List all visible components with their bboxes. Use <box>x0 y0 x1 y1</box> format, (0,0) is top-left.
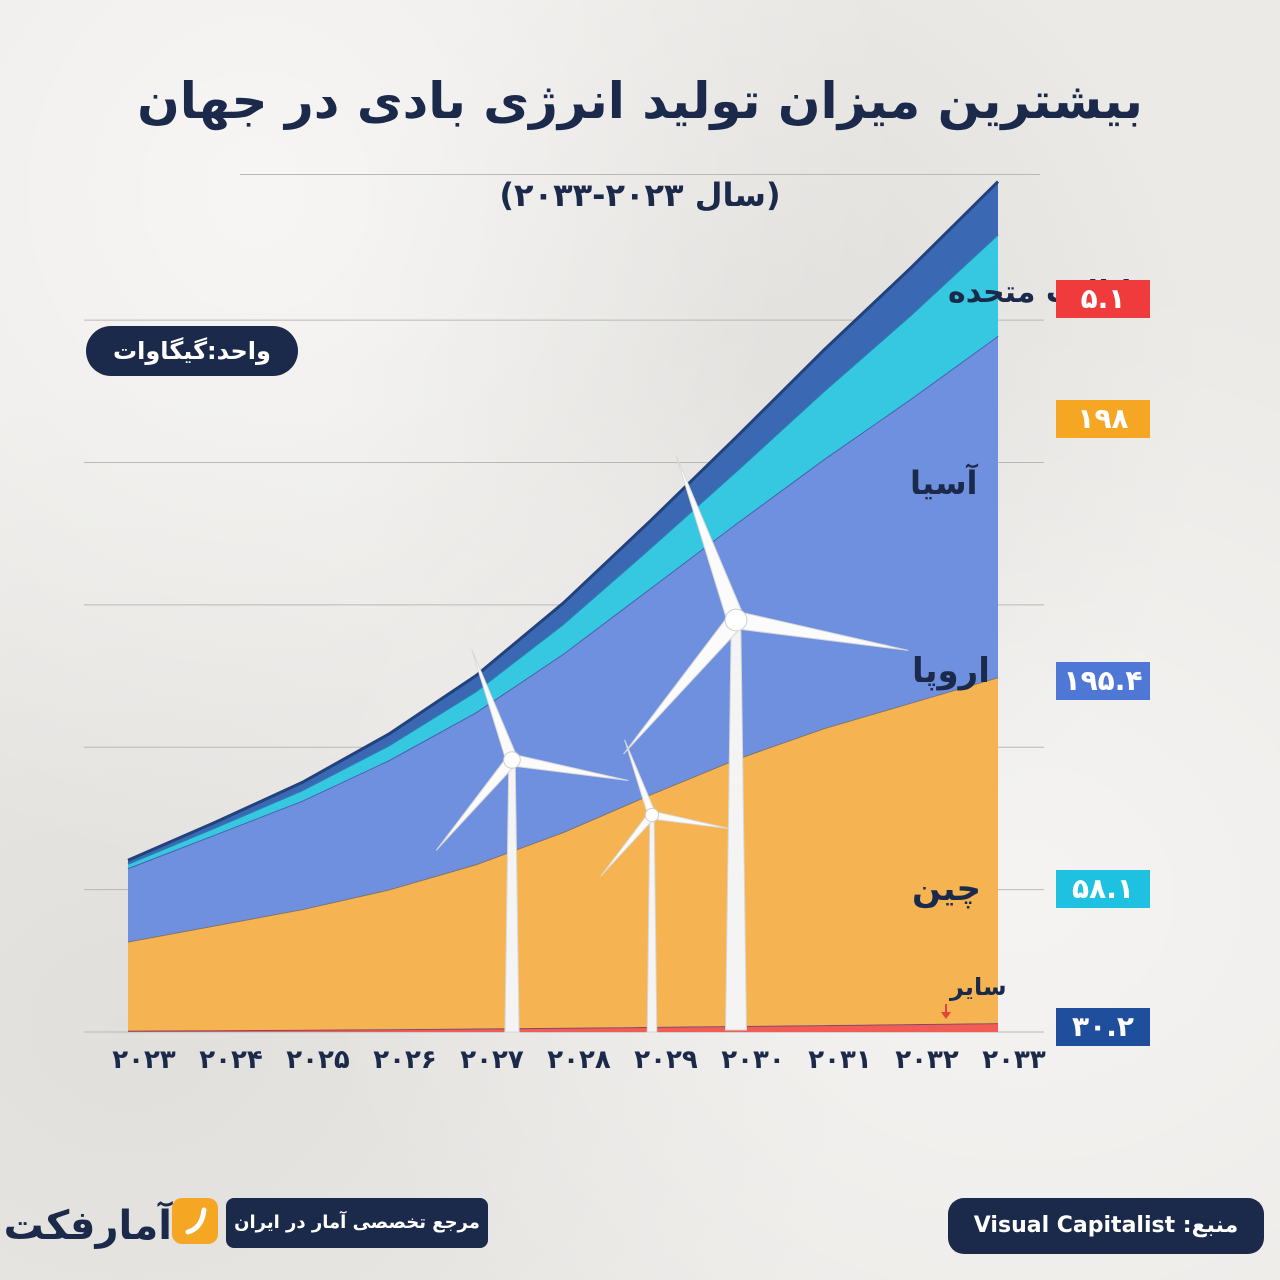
chart-title: بیشترین میزان تولید انرژی بادی در جهان <box>137 72 1143 130</box>
series-line-4 <box>127 180 1000 862</box>
end-value-badge-2: ۱۹۵.۴ <box>1056 662 1150 700</box>
series-label-1: چین <box>912 869 981 909</box>
unit-badge: واحد:گیگاوات <box>86 326 298 376</box>
series-label-2: اروپا <box>912 651 990 691</box>
wind-turbine-icon-left <box>435 648 629 1033</box>
x-tick-label-5: ۲۰۲۸ <box>547 1045 611 1075</box>
other-pointer-arrow-icon <box>941 1012 951 1019</box>
chart-subtitle: (سال ۲۰۲۳-۲۰۳۳) <box>499 176 781 214</box>
end-value-badge-4: ۳۰.۲ <box>1056 1008 1150 1046</box>
x-tick-label-0: ۲۰۲۳ <box>112 1045 176 1075</box>
series-label-0: سایر <box>949 973 1007 1001</box>
source-label: منبع: Visual Capitalist <box>948 1198 1264 1254</box>
x-tick-label-6: ۲۰۲۹ <box>634 1045 698 1075</box>
x-tick-label-7: ۲۰۳۰ <box>721 1045 784 1075</box>
end-value-badge-3: ۵۸.۱ <box>1056 870 1150 908</box>
area-series-2 <box>128 335 998 942</box>
area-series-1 <box>128 677 998 1031</box>
x-tick-label-2: ۲۰۲۵ <box>286 1045 350 1075</box>
x-tick-label-3: ۲۰۲۶ <box>373 1045 436 1075</box>
logo-mark-icon <box>172 1198 218 1244</box>
title-divider <box>240 174 1040 175</box>
end-value-badge-1: ۱۹۸ <box>1056 400 1150 438</box>
x-tick-label-9: ۲۰۳۲ <box>895 1045 959 1075</box>
tagline-label: مرجع تخصصی آمار در ایران <box>226 1198 488 1248</box>
series-label-3: آسیا <box>910 463 979 502</box>
wind-turbine-icon-large <box>623 455 909 1031</box>
x-tick-label-4: ۲۰۲۷ <box>460 1045 524 1075</box>
wind-turbine-icon-small <box>600 739 731 1033</box>
x-tick-label-10: ۲۰۳۳ <box>982 1045 1046 1075</box>
x-tick-label-8: ۲۰۳۱ <box>808 1045 871 1075</box>
end-value-badge-0: ۵.۱ <box>1056 280 1150 318</box>
logo-text: آمارفکت <box>3 1203 172 1249</box>
x-tick-label-1: ۲۰۲۴ <box>199 1045 262 1075</box>
